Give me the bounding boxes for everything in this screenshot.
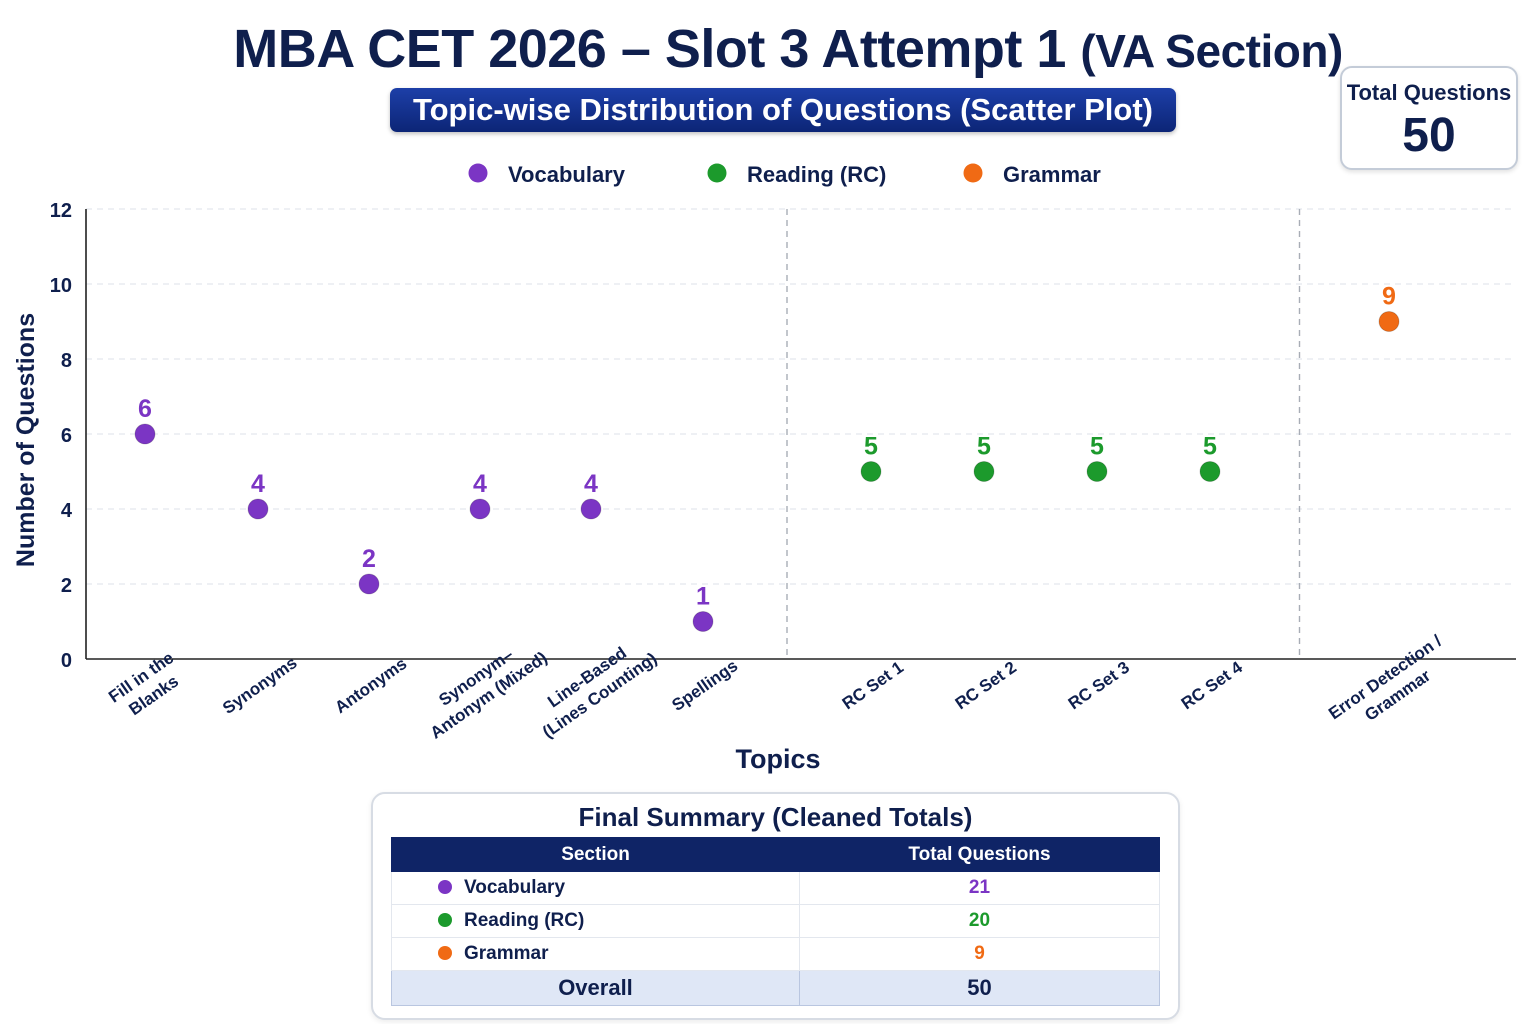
- summary-section-label: Reading (RC): [464, 910, 585, 931]
- summary-row: Vocabulary 21: [391, 871, 1160, 905]
- x-tick-label: Antonyms: [331, 654, 410, 717]
- data-point: [358, 573, 380, 595]
- data-label: 5: [977, 433, 991, 461]
- summary-total-cell: 9: [799, 937, 1160, 971]
- summary-overall-label: Overall: [391, 970, 800, 1006]
- data-point: [247, 498, 269, 520]
- summary-panel: Final Summary (Cleaned Totals) Section T…: [371, 792, 1180, 1020]
- x-tick-label: Synonym–Antonym (Mixed): [414, 630, 550, 743]
- summary-section-cell: Grammar: [391, 937, 800, 971]
- x-tick-label: RC Set 3: [1065, 658, 1133, 714]
- data-label: 1: [696, 583, 710, 611]
- x-tick-label-line: RC Set 1: [839, 658, 907, 714]
- data-label: 9: [1382, 283, 1396, 311]
- summary-row: Grammar 9: [391, 937, 1160, 971]
- summary-title: Final Summary (Cleaned Totals): [578, 802, 973, 832]
- data-label: 5: [864, 433, 878, 461]
- section-color-dot: [438, 946, 452, 960]
- x-axis-label: Topics: [735, 744, 820, 774]
- data-point: [1199, 461, 1221, 482]
- y-axis-label: Number of Questions: [12, 313, 40, 567]
- y-tick-label: 2: [61, 575, 72, 597]
- section-color-dot: [438, 913, 452, 927]
- summary-section-cell: Vocabulary: [391, 871, 800, 905]
- data-label: 4: [251, 470, 265, 498]
- summary-total-cell: 20: [799, 904, 1160, 938]
- summary-header-total: Total Questions: [799, 837, 1160, 872]
- y-tick-label: 6: [61, 425, 72, 447]
- legend-marker: [468, 163, 488, 183]
- legend-label: Vocabulary: [508, 162, 626, 187]
- summary-overall-row: Overall 50: [391, 970, 1160, 1006]
- total-questions-label: Total Questions: [1346, 80, 1512, 105]
- data-point: [1086, 461, 1108, 482]
- data-point: [580, 498, 602, 520]
- y-tick-label: 10: [50, 275, 72, 297]
- x-tick-label: Line-Based(Lines Counting): [526, 631, 660, 742]
- x-tick-label: Spellings: [668, 656, 741, 715]
- y-tick-label: 4: [61, 500, 73, 522]
- data-point: [1378, 311, 1400, 332]
- x-tick-label: RC Set 4: [1178, 657, 1247, 713]
- summary-section-cell: Reading (RC): [391, 904, 800, 938]
- x-tick-label-line: Antonyms: [331, 654, 410, 717]
- legend-label: Reading (RC): [747, 162, 886, 187]
- x-tick-label: RC Set 1: [839, 658, 907, 714]
- summary-table: Section Total Questions Vocabulary 21 Read…: [391, 837, 1160, 1006]
- data-point: [692, 611, 714, 632]
- x-tick-label-line: RC Set 2: [952, 658, 1020, 714]
- data-label: 4: [584, 470, 598, 498]
- x-tick-label-line: RC Set 4: [1178, 657, 1247, 713]
- y-tick-label: 12: [50, 200, 72, 222]
- x-tick-label-line: RC Set 3: [1065, 658, 1133, 714]
- data-point: [134, 423, 156, 445]
- x-tick-label: Error Detection /Grammar: [1325, 631, 1458, 741]
- data-label: 2: [362, 545, 376, 573]
- data-label: 5: [1203, 433, 1217, 461]
- page-title-main: MBA CET 2026 – Slot 3 Attempt 1: [233, 19, 1066, 79]
- summary-header-section: Section: [391, 837, 800, 872]
- chart-subtitle: Topic-wise Distribution of Questions (Sc…: [412, 92, 1154, 127]
- legend-marker: [963, 163, 983, 183]
- summary-row: Reading (RC) 20: [391, 904, 1160, 938]
- summary-section-label: Grammar: [464, 943, 549, 964]
- section-color-dot: [438, 880, 452, 894]
- legend-label: Grammar: [1003, 162, 1101, 187]
- legend-marker: [707, 163, 727, 183]
- chart-subtitle-banner: Topic-wise Distribution of Questions (Sc…: [390, 88, 1176, 132]
- page-title: MBA CET 2026 – Slot 3 Attempt 1 (VA Sect…: [0, 18, 1536, 80]
- data-label: 5: [1090, 433, 1104, 461]
- data-point: [973, 461, 995, 482]
- summary-total-cell: 21: [799, 871, 1160, 905]
- summary-section-label: Vocabulary: [464, 877, 566, 898]
- summary-overall-total: 50: [799, 970, 1160, 1006]
- total-questions-value: 50: [1402, 109, 1456, 162]
- x-tick-label-line: Synonyms: [219, 653, 300, 718]
- x-tick-label: RC Set 2: [952, 658, 1020, 714]
- total-questions-card: Total Questions 50: [1340, 66, 1518, 170]
- x-tick-label: Synonyms: [219, 653, 300, 718]
- x-tick-label-line: Spellings: [668, 656, 741, 715]
- y-tick-label: 8: [61, 350, 72, 372]
- data-label: 6: [138, 395, 152, 423]
- page-title-suffix: (VA Section): [1080, 25, 1343, 77]
- data-label: 4: [473, 470, 487, 498]
- summary-header-row: Section Total Questions: [391, 837, 1160, 872]
- y-tick-label: 0: [61, 650, 72, 672]
- data-point: [469, 498, 491, 520]
- data-point: [860, 461, 882, 482]
